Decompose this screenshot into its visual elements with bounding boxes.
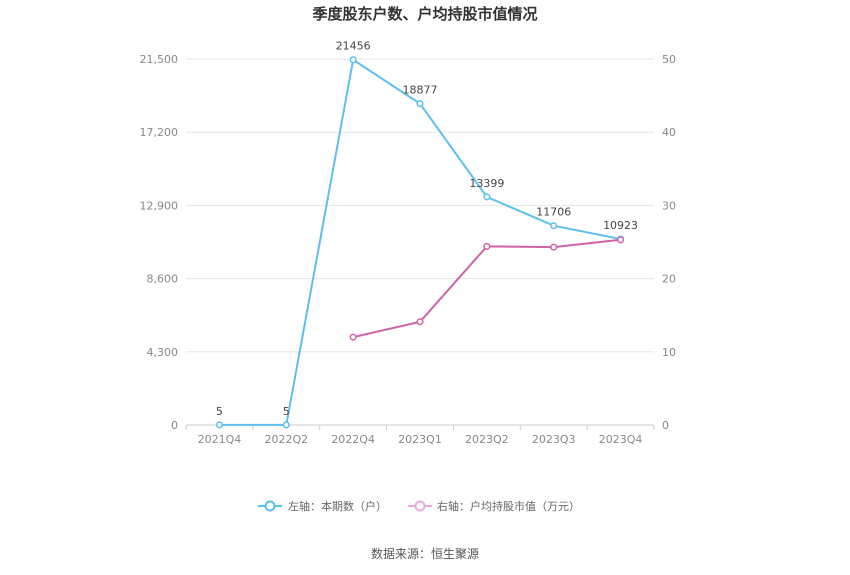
- data-source: 数据来源：恒生聚源: [371, 546, 479, 561]
- legend-marker-left: [264, 500, 276, 512]
- right-tick-label: 40: [662, 126, 676, 139]
- right-axis-ticks: 0 10 20 30 40 50: [662, 53, 676, 432]
- left-tick-label: 0: [171, 419, 178, 432]
- legend-label-left: 左轴：本期数（户）: [288, 499, 387, 513]
- chart-title: 季度股东户数、户均持股市值情况: [312, 5, 537, 23]
- data-point-left[interactable]: [550, 222, 558, 230]
- data-label: 5: [216, 405, 223, 418]
- right-tick-label: 10: [662, 346, 676, 359]
- data-point-left[interactable]: [349, 56, 357, 64]
- data-point-right[interactable]: [617, 236, 625, 244]
- legend-item-left[interactable]: 左轴：本期数（户）: [258, 499, 387, 513]
- x-tick-label: 2022Q2: [264, 433, 308, 446]
- legend[interactable]: 左轴：本期数（户） 右轴：户均持股市值（万元）: [258, 499, 580, 513]
- x-tick-label: 2023Q3: [532, 433, 576, 446]
- data-label: 11706: [536, 206, 571, 219]
- data-point-right[interactable]: [483, 242, 491, 250]
- left-tick-label: 21,500: [140, 53, 179, 66]
- left-axis-ticks: 0 4,300 8,600 12,900 17,200 21,500: [140, 53, 179, 432]
- series-line-left: [219, 58, 621, 426]
- data-point-left[interactable]: [483, 193, 491, 201]
- x-tick-label: 2023Q1: [398, 433, 442, 446]
- data-label: 18877: [403, 84, 438, 97]
- series-line-right: [352, 238, 621, 339]
- left-tick-label: 17,200: [140, 126, 179, 139]
- x-tick-label: 2021Q4: [198, 433, 242, 446]
- data-label: 5: [283, 405, 290, 418]
- legend-marker-right: [414, 500, 426, 512]
- data-point-left[interactable]: [416, 100, 424, 108]
- data-point-right[interactable]: [416, 318, 424, 326]
- left-tick-label: 8,600: [147, 273, 179, 286]
- legend-label-right: 右轴：户均持股市值（万元）: [437, 499, 580, 513]
- legend-item-right[interactable]: 右轴：户均持股市值（万元）: [408, 499, 580, 513]
- right-tick-label: 0: [662, 419, 669, 432]
- x-tick-label: 2023Q2: [465, 433, 509, 446]
- data-point-right[interactable]: [550, 243, 558, 251]
- data-point-right[interactable]: [349, 333, 357, 341]
- data-point-left[interactable]: [215, 421, 223, 429]
- data-label: 21456: [336, 40, 371, 53]
- series-lines: 5 5 21456 18877 13399 11706 10923: [215, 40, 638, 429]
- x-axis-ticks: 2021Q4 2022Q2 2022Q4 2023Q1 2023Q2 2023Q3 2023…: [185, 425, 655, 446]
- right-tick-label: 20: [662, 273, 676, 286]
- data-label: 10923: [603, 219, 638, 232]
- data-point-left[interactable]: [282, 421, 290, 429]
- right-tick-label: 50: [662, 53, 676, 66]
- gridlines: [186, 58, 654, 426]
- x-tick-label: 2022Q4: [331, 433, 375, 446]
- left-tick-label: 12,900: [140, 199, 179, 212]
- left-tick-label: 4,300: [147, 346, 179, 359]
- x-tick-label: 2023Q4: [599, 433, 643, 446]
- right-tick-label: 30: [662, 199, 676, 212]
- data-label: 13399: [469, 177, 504, 190]
